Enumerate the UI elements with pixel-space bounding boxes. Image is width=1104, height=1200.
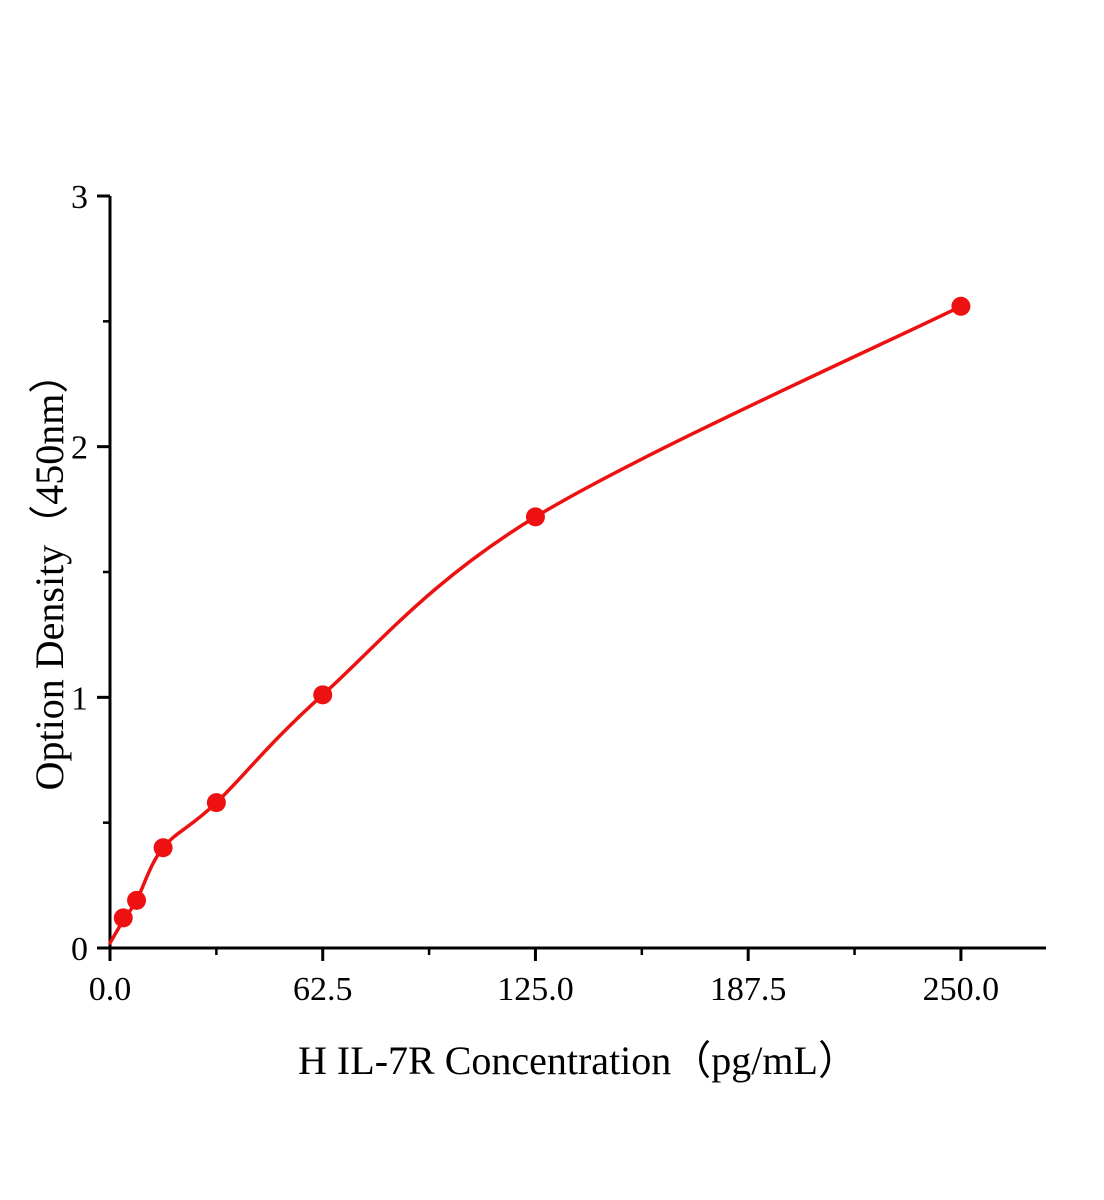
x-tick-label: 125.0 [497, 971, 574, 1008]
data-point [525, 507, 545, 527]
data-point [313, 685, 333, 705]
y-tick-label: 3 [71, 179, 88, 216]
data-point [951, 296, 971, 316]
x-tick-label: 187.5 [710, 971, 787, 1008]
data-point [127, 890, 147, 910]
y-tick-label: 1 [71, 680, 88, 717]
data-point [206, 793, 226, 813]
x-tick-label: 62.5 [293, 971, 353, 1008]
y-tick-label: 0 [71, 931, 88, 968]
y-axis-title: Option Density（450nm） [27, 353, 72, 791]
x-tick-label: 250.0 [923, 971, 1000, 1008]
data-point [113, 908, 133, 928]
y-tick-label: 2 [71, 430, 88, 467]
fit-curve [108, 304, 963, 945]
data-point [153, 838, 173, 858]
x-tick-label: 0.0 [89, 971, 132, 1008]
x-axis-title: H IL-7R Concentration（pg/mL） [298, 1038, 858, 1083]
